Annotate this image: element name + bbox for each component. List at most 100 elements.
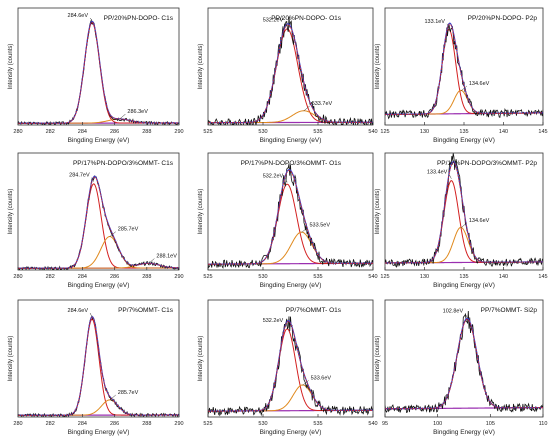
xps-panel-5: 525 530 535 540 Bingding Energy (eV) Intensit… — [198, 152, 378, 289]
peak-annotation: 532.2eV — [263, 18, 284, 24]
y-axis-label: Intensity (counts) — [375, 44, 381, 90]
annotation-leader — [284, 322, 288, 328]
plot-frame — [384, 299, 544, 418]
x-tick-label: 535 — [313, 421, 322, 427]
x-tick-label: 286 — [110, 274, 119, 280]
annotation-leader — [119, 113, 126, 120]
x-tick-label: 286 — [110, 129, 119, 135]
peak-annotation: 285.7eV — [118, 227, 139, 233]
xps-panel-6: 125 130 135 140 145 Bingding Energy (eV) Inten… — [375, 152, 548, 289]
y-axis-label: Intensity (counts) — [375, 189, 381, 235]
sum-envelope — [18, 317, 179, 416]
y-axis-label: Intensity (counts) — [375, 336, 381, 382]
x-tick-label: 540 — [368, 274, 377, 280]
y-axis-label: Intensity (counts) — [198, 336, 204, 382]
x-tick-label: 282 — [46, 421, 55, 427]
x-axis-label: Bingding Energy (eV) — [260, 282, 322, 289]
plot-area — [208, 316, 373, 417]
x-tick-label: 130 — [420, 274, 429, 280]
plot-area — [18, 315, 179, 417]
x-axis-label: Bingding Energy (eV) — [433, 429, 495, 436]
annotation-leader — [446, 23, 450, 29]
x-tick-label: 290 — [174, 274, 183, 280]
panel-title: PP/17%PN-DOPO/3%OMMT- O1s — [241, 160, 342, 167]
annotation-leader — [109, 231, 116, 237]
xps-panel-3: 125 130 135 140 145 Bingding Energy (eV) Inten… — [375, 7, 548, 144]
x-tick-label: 282 — [46, 274, 55, 280]
peak-annotation: 284.6eV — [68, 308, 89, 314]
xps-panel-9: 95 100 105 110 Bingding Energy (eV) Intensity… — [375, 299, 547, 436]
x-axis-label: Bingding Energy (eV) — [68, 282, 130, 289]
x-tick-label: 280 — [13, 274, 22, 280]
annotation-leader — [464, 313, 468, 318]
y-axis-label: Intensity (counts) — [198, 44, 204, 90]
plot-area — [385, 22, 543, 120]
sum-envelope — [208, 321, 373, 412]
peak-annotation: 533.6eV — [311, 375, 332, 381]
plot-area — [208, 163, 373, 269]
y-axis-label: Intensity (counts) — [8, 44, 14, 90]
x-axis-label: Bingding Energy (eV) — [433, 282, 495, 289]
sum-envelope — [385, 318, 543, 410]
panel-title: PP/7%OMMT- C1s — [118, 307, 174, 314]
annotation-leader — [460, 222, 468, 229]
x-tick-label: 125 — [380, 129, 389, 135]
x-tick-label: 95 — [382, 421, 388, 427]
plot-frame — [17, 152, 180, 271]
x-tick-label: 125 — [380, 274, 389, 280]
plot-frame — [17, 299, 180, 418]
y-axis-label: Intensity (counts) — [198, 189, 204, 235]
panel-title: PP/7%OMMT- O1s — [286, 307, 342, 314]
x-tick-label: 140 — [499, 129, 508, 135]
x-tick-label: 280 — [13, 421, 22, 427]
x-tick-label: 530 — [258, 274, 267, 280]
x-tick-label: 280 — [13, 129, 22, 135]
x-tick-label: 282 — [46, 129, 55, 135]
annotation-leader — [89, 312, 93, 318]
sum-envelope — [208, 170, 373, 265]
plot-frame — [207, 152, 374, 271]
x-tick-label: 100 — [433, 421, 442, 427]
annotation-leader — [303, 105, 310, 112]
raw-spectrum — [385, 23, 543, 120]
panel-title: PP/17%PN-DOPO/3%OMMT- P2p — [437, 160, 537, 167]
x-tick-label: 525 — [203, 129, 212, 135]
x-tick-label: 535 — [313, 129, 322, 135]
panel-title: PP/20%PN-DOPO- C1s — [104, 15, 174, 22]
plot-frame — [17, 7, 180, 126]
plot-area — [385, 310, 543, 413]
sum-envelope — [208, 24, 373, 124]
x-axis-label: Bingding Energy (eV) — [68, 137, 130, 144]
x-tick-label: 145 — [538, 274, 547, 280]
peak-annotation: 284.7eV — [69, 173, 90, 179]
sum-envelope — [18, 21, 179, 124]
x-tick-label: 530 — [258, 421, 267, 427]
x-axis-label: Bingding Energy (eV) — [260, 137, 322, 144]
xps-panel-7: 280 282 284 286 288 290 Bingding Energy (eV) In… — [8, 299, 184, 436]
x-tick-label: 284 — [78, 129, 87, 135]
peak-annotation: 288.1eV — [156, 254, 177, 260]
x-tick-label: 135 — [459, 129, 468, 135]
xps-panel-1: 280 282 284 286 288 290 Bingding Energy (eV) In… — [8, 7, 184, 144]
x-axis-label: Bingding Energy (eV) — [68, 429, 130, 436]
x-tick-label: 284 — [78, 421, 87, 427]
y-axis-label: Intensity (counts) — [8, 189, 14, 235]
peak-annotation: 533.7eV — [312, 101, 333, 107]
x-tick-label: 140 — [499, 274, 508, 280]
annotation-leader — [301, 227, 308, 233]
peak-annotation: 532.2eV — [263, 173, 284, 179]
panel-title: PP/20%PN-DOPO- P2p — [468, 15, 538, 22]
xps-panel-4: 280 282 284 286 288 290 Bingding Energy (eV) In… — [8, 152, 184, 289]
x-tick-label: 525 — [203, 421, 212, 427]
x-tick-label: 288 — [142, 421, 151, 427]
peak-annotation: 532.2eV — [263, 318, 284, 324]
x-tick-label: 105 — [486, 421, 495, 427]
plot-area — [385, 153, 543, 268]
x-tick-label: 540 — [368, 129, 377, 135]
x-tick-label: 290 — [174, 129, 183, 135]
x-axis-label: Bingding Energy (eV) — [260, 429, 322, 436]
annotation-leader — [460, 85, 468, 92]
x-axis-label: Bingding Energy (eV) — [433, 137, 495, 144]
peak-annotation: 284.6eV — [68, 13, 89, 19]
x-tick-label: 530 — [258, 129, 267, 135]
